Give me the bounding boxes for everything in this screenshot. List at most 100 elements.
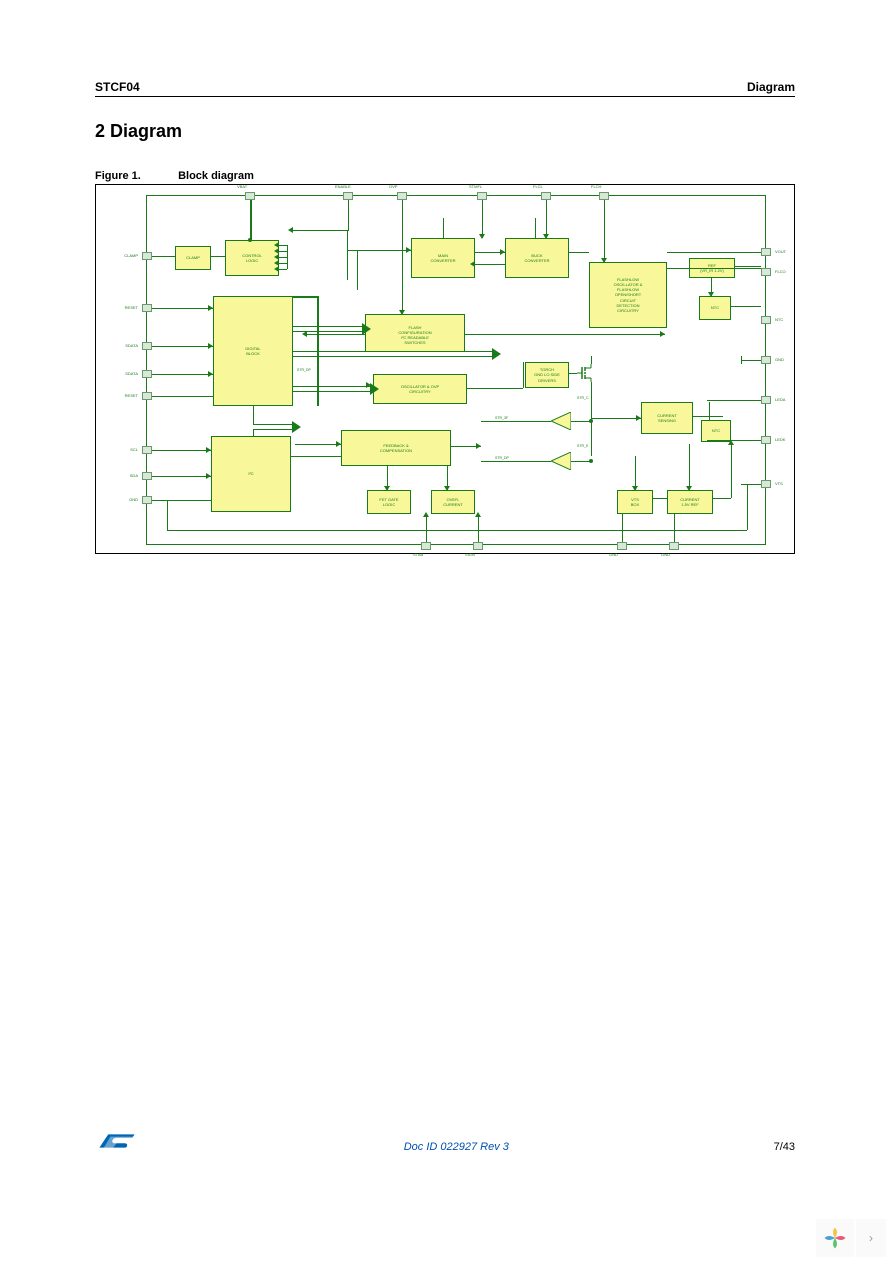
page-footer: Doc ID 022927 Rev 3 7/43 — [95, 1129, 795, 1153]
wire — [604, 200, 605, 262]
pad-label: FLCH — [591, 184, 601, 189]
pad-label: STMFL — [469, 184, 482, 189]
signal-label: STR_3F — [495, 416, 508, 420]
pad-label: FLCL — [533, 184, 543, 189]
wire — [478, 514, 479, 542]
wire — [653, 498, 667, 499]
block-i2c: I²C — [211, 436, 291, 512]
figure-number: Figure 1. — [95, 170, 175, 182]
pad-label: RESET — [102, 305, 138, 310]
block-vts_box: VTS BOX — [617, 490, 653, 514]
block-ntc: NTC — [699, 296, 731, 320]
wire — [689, 444, 690, 490]
wire — [279, 245, 287, 246]
pad-sda — [142, 472, 152, 480]
wire — [152, 374, 213, 375]
wire — [591, 382, 592, 406]
pad-label: GND — [609, 552, 618, 557]
page-header: STCF04 Diagram — [95, 80, 795, 97]
pad-reset — [142, 304, 152, 312]
wire — [591, 406, 592, 456]
block-buck_converter: BUCK CONVERTER — [505, 238, 569, 278]
wire — [535, 218, 536, 238]
pad-label: SDA — [102, 473, 138, 478]
wire — [571, 421, 591, 422]
figure-caption: Block diagram — [178, 170, 254, 182]
wire — [481, 421, 551, 422]
corner-widget: › — [816, 1219, 886, 1257]
signal-label: STR_C — [577, 396, 588, 400]
bus — [293, 351, 493, 357]
arrow-icon — [632, 486, 638, 491]
arrow-icon — [208, 305, 213, 311]
arrow-icon — [366, 382, 371, 388]
pad-label: ENABLE — [335, 184, 351, 189]
wire — [293, 230, 349, 231]
arrow-icon — [636, 415, 641, 421]
wire — [465, 334, 665, 335]
block-current_sensing: CURRENT SENSING — [641, 402, 693, 434]
wire — [357, 250, 358, 290]
wire — [741, 484, 761, 485]
wire — [279, 269, 287, 270]
pad-enable — [343, 192, 353, 200]
wire — [569, 373, 577, 374]
arrow-icon — [302, 331, 307, 337]
wire — [295, 444, 341, 445]
pad-label: OVP — [389, 184, 397, 189]
pad-sign — [473, 542, 483, 550]
wire — [307, 334, 365, 335]
block-flashlow_block: FLASHLOW OSCILLATOR & FLASHLOW OPEN/SHOR… — [589, 262, 667, 328]
wire — [253, 406, 254, 436]
bus — [293, 386, 371, 392]
wire — [287, 245, 288, 269]
wire — [481, 461, 551, 462]
wire — [475, 264, 505, 265]
pad-flch — [599, 192, 609, 200]
pad-label: STAB — [413, 552, 423, 557]
wire — [707, 400, 761, 401]
pad-label: RESET — [102, 393, 138, 398]
bus-arrow-icon — [293, 422, 301, 432]
diagram-frame: CLAMPCONTROL LOGICDIGITAL BLOCKI²CMAIN C… — [95, 184, 795, 554]
arrow-icon — [543, 234, 549, 239]
arrow-icon — [208, 343, 213, 349]
wire — [741, 360, 761, 361]
pad-label: VOUT — [775, 249, 786, 254]
wire — [152, 476, 211, 477]
wire — [167, 530, 747, 531]
wire — [482, 200, 483, 238]
wire — [674, 514, 675, 542]
wire — [622, 514, 623, 542]
wire — [279, 251, 287, 252]
wire — [693, 416, 723, 417]
flower-logo-icon — [816, 1219, 854, 1257]
pad-label: GND — [775, 357, 784, 362]
bus-arrow-icon — [371, 384, 379, 394]
wire — [291, 456, 341, 457]
pad-label: SDATA — [102, 371, 138, 376]
wire — [402, 200, 403, 314]
signal-label: STR_E — [577, 444, 588, 448]
pad-gnd — [617, 542, 627, 550]
pad-label: SDATA — [102, 343, 138, 348]
wire — [546, 200, 547, 238]
arrow-icon — [206, 447, 211, 453]
arrow-icon — [601, 258, 607, 263]
arrow-icon — [444, 486, 450, 491]
arrow-icon — [384, 486, 390, 491]
block-torch_driver: TORCH GND LO SIDE DRIVERS — [525, 362, 569, 388]
junction-dot — [589, 459, 593, 463]
signal-label: STR_DP — [495, 456, 509, 460]
mosfet-icon — [577, 364, 595, 382]
page-number: 7/43 — [774, 1141, 795, 1153]
pad-flcl — [541, 192, 551, 200]
wire — [152, 396, 213, 397]
chevron-right-icon[interactable]: › — [856, 1219, 886, 1257]
wire — [279, 257, 287, 258]
bus-arrow-icon — [363, 324, 371, 334]
wire — [731, 306, 761, 307]
pad-stab — [421, 542, 431, 550]
arrow-icon — [423, 512, 429, 517]
block-clamp: CLAMP — [175, 246, 211, 270]
